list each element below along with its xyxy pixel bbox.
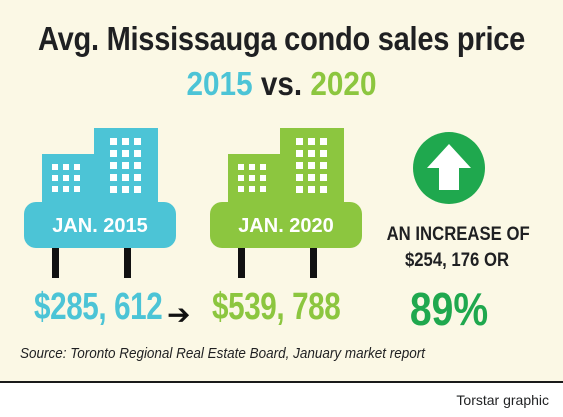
- building-2020-icon: [210, 128, 362, 278]
- arrow-right-icon: ➔: [167, 299, 191, 330]
- subtitle-year-2020: 2020: [310, 65, 377, 102]
- increase-text: AN INCREASE OF $254, 176 OR: [386, 222, 530, 274]
- price-2020: $539, 788: [212, 286, 341, 328]
- increase-line-1: AN INCREASE OF: [386, 224, 530, 245]
- increase-percent: 89%: [409, 283, 489, 335]
- price-2015: $285, 612: [34, 286, 163, 328]
- credit-line: Torstar graphic: [456, 392, 549, 408]
- up-arrow-icon: [413, 132, 485, 204]
- building-label-2015: JAN. 2015: [52, 215, 148, 237]
- infographic-panel: Avg. Mississauga condo sales price 2015 …: [0, 0, 563, 383]
- building-label-2020: JAN. 2020: [238, 215, 334, 237]
- infographic-title: Avg. Mississauga condo sales price: [37, 20, 526, 57]
- building-2015-icon: [24, 128, 176, 278]
- infographic-subtitle: 2015 vs. 2020: [28, 65, 535, 103]
- increase-line-2: $254, 176 OR: [404, 250, 510, 271]
- subtitle-vs: vs.: [260, 65, 303, 102]
- source-note: Source: Toronto Regional Real Estate Boa…: [20, 346, 426, 362]
- subtitle-year-2015: 2015: [186, 65, 253, 102]
